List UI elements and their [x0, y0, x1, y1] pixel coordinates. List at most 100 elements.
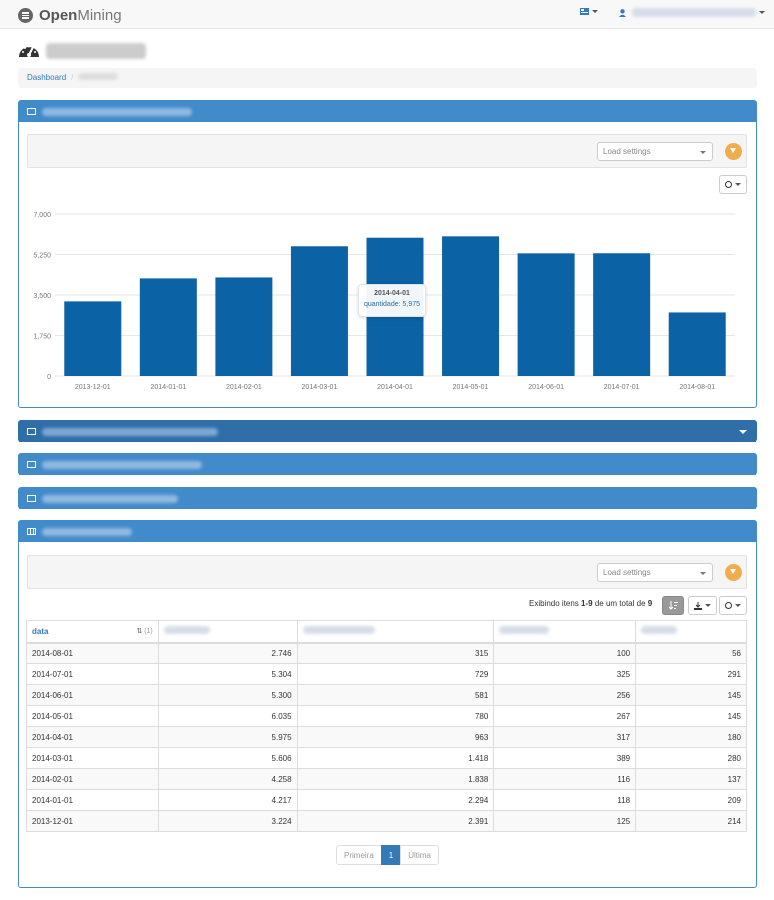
flag-icon — [580, 8, 589, 15]
brand-light: Mining — [77, 6, 122, 24]
cell-value: 1.418 — [296, 747, 495, 769]
user-icon — [619, 8, 626, 17]
breadcrumb-separator: / — [71, 73, 74, 82]
collapsed-panel-1[interactable] — [18, 420, 757, 442]
chart-panel-heading[interactable] — [19, 101, 756, 122]
bar[interactable] — [139, 278, 197, 376]
cell-date: 2014-04-01 — [26, 726, 159, 748]
x-tick-label: 2014-06-01 — [528, 384, 564, 391]
bar[interactable] — [442, 236, 500, 376]
table-row: 2014-02-01 4.258 1.838 116 137 — [26, 768, 747, 790]
column-header-data[interactable]: data ⇅ (1) — [26, 620, 159, 644]
table-row: 2014-04-01 5.975 963 317 180 — [26, 726, 747, 748]
cell-value: 56 — [635, 642, 747, 664]
bar[interactable] — [290, 246, 348, 376]
table-info: Exibindo itens 1-9 de um total de 9 — [529, 599, 652, 608]
column-header-redacted[interactable] — [296, 620, 495, 644]
cell-value: 100 — [493, 642, 637, 664]
cell-value: 267 — [493, 705, 637, 727]
cell-value: 5.304 — [157, 663, 298, 685]
dashboard-name-redacted — [46, 43, 146, 59]
bar[interactable] — [517, 253, 575, 376]
table-panel-heading[interactable] — [19, 521, 756, 542]
sort-toggle-button[interactable] — [662, 596, 684, 615]
pagination-last[interactable]: Última — [400, 845, 439, 865]
cell-value: 118 — [493, 789, 637, 811]
chevron-down-icon[interactable] — [739, 429, 747, 434]
cell-value: 6.035 — [157, 705, 298, 727]
cell-value: 4.217 — [157, 789, 298, 811]
chevron-down-icon — [700, 151, 706, 154]
page-title — [18, 42, 146, 60]
brand[interactable]: OpenMining — [18, 5, 122, 25]
column-label: data — [32, 626, 49, 636]
cell-date: 2014-08-01 — [26, 642, 159, 664]
panel-title-redacted — [42, 427, 218, 436]
username-redacted — [632, 8, 756, 17]
chevron-down-icon — [700, 572, 706, 575]
y-tick-label: 7,000 — [33, 212, 51, 219]
panel-title-redacted — [42, 107, 192, 116]
cell-value: 2.746 — [157, 642, 298, 664]
top-navbar: OpenMining — [0, 0, 774, 29]
cell-value: 729 — [296, 663, 495, 685]
pagination-first[interactable]: Primeira — [336, 845, 382, 865]
collapsed-panel-2[interactable] — [18, 453, 757, 475]
menu-icon[interactable] — [18, 7, 33, 23]
cell-value: 963 — [296, 726, 495, 748]
breadcrumb-current-redacted — [78, 73, 119, 80]
bar[interactable] — [64, 301, 122, 376]
bar[interactable] — [593, 253, 651, 376]
column-header-redacted[interactable] — [493, 620, 637, 644]
cell-value: 5.606 — [157, 747, 298, 769]
table-icon — [27, 528, 36, 535]
panel-title-redacted — [42, 460, 202, 469]
chart-tooltip: 2014-04-01 quantidade: 5,975 — [358, 284, 426, 317]
picture-icon — [27, 428, 36, 435]
download-icon — [694, 601, 702, 610]
x-tick-label: 2014-07-01 — [604, 384, 640, 391]
collapsed-panel-1-heading[interactable] — [19, 421, 756, 442]
chevron-down-icon — [705, 604, 711, 607]
dashboard-icon — [19, 45, 39, 57]
pagination-current-page[interactable]: 1 — [380, 845, 402, 865]
bar[interactable] — [215, 277, 273, 376]
history-button[interactable] — [719, 175, 747, 194]
column-header-redacted[interactable] — [635, 620, 747, 644]
load-settings-select[interactable]: Load settings — [597, 142, 713, 161]
history-button[interactable] — [719, 596, 747, 615]
breadcrumb: Dashboard / — [18, 68, 757, 88]
sort-marker: (1) — [144, 627, 153, 635]
cell-value: 145 — [635, 705, 747, 727]
cell-value: 315 — [296, 642, 495, 664]
collapsed-panel-3-heading[interactable] — [19, 488, 756, 509]
cell-date: 2014-01-01 — [26, 789, 159, 811]
cell-value: 317 — [493, 726, 637, 748]
filter-button[interactable] — [725, 143, 742, 160]
x-tick-label: 2014-03-01 — [302, 384, 338, 391]
table-row: 2014-03-01 5.606 1.418 389 280 — [26, 747, 747, 769]
cell-value: 214 — [635, 810, 747, 832]
x-tick-label: 2014-04-01 — [377, 384, 413, 391]
filter-button[interactable] — [725, 564, 742, 581]
table-row: 2014-01-01 4.217 2.294 118 209 — [26, 789, 747, 811]
cell-value: 1.838 — [296, 768, 495, 790]
brand-bold: Open — [39, 6, 78, 24]
y-tick-label: 3,500 — [33, 293, 51, 300]
language-menu[interactable] — [580, 8, 598, 15]
info-range: 1-9 — [581, 599, 593, 608]
table-filter-bar: Load settings — [27, 555, 747, 589]
cell-value: 780 — [296, 705, 495, 727]
bar[interactable] — [668, 312, 726, 376]
picture-icon — [27, 461, 36, 468]
collapsed-panel-2-heading[interactable] — [19, 454, 756, 475]
download-button[interactable] — [688, 596, 717, 615]
cell-date: 2014-02-01 — [26, 768, 159, 790]
load-settings-select[interactable]: Load settings — [597, 563, 713, 582]
user-menu[interactable] — [619, 8, 765, 17]
column-header-redacted[interactable] — [157, 620, 298, 644]
cell-value: 256 — [493, 684, 637, 706]
panel-title-redacted — [42, 494, 178, 503]
breadcrumb-dashboard-link[interactable]: Dashboard — [27, 73, 67, 82]
collapsed-panel-3[interactable] — [18, 487, 757, 509]
